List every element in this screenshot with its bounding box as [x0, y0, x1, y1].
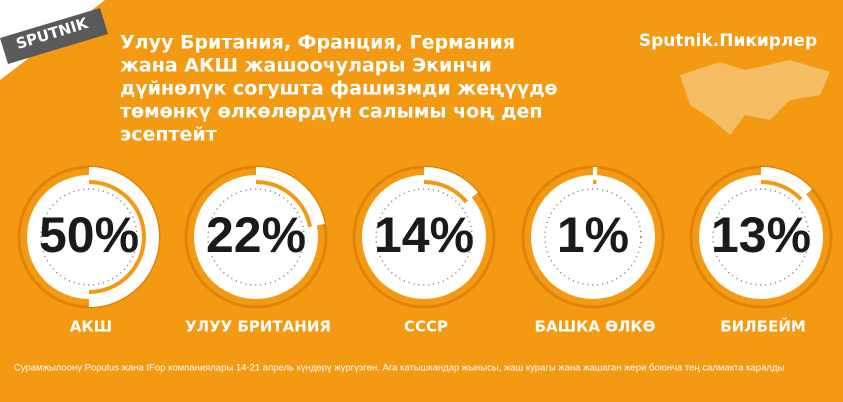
gauge-arc: [255, 167, 325, 226]
category-label: АКШ: [70, 318, 112, 336]
world-map: [680, 60, 830, 135]
gauge-dotted: [712, 188, 810, 286]
title-line: жана АКШ жашоочулары Экинчи: [120, 55, 492, 77]
category-label: УЛУУ БРИТАНИЯ: [185, 318, 331, 336]
gauge-inner-arc: [760, 180, 803, 201]
gauge-disk: [699, 175, 823, 299]
value-label: 13%: [711, 207, 811, 263]
value-label: 50%: [39, 207, 139, 263]
gauge-dotted: [207, 188, 305, 286]
gauge-disk: [531, 175, 655, 299]
gauge-dotted: [40, 188, 138, 286]
value-label: 14%: [374, 207, 474, 263]
logo: SPUTNIK: [0, 0, 108, 80]
title-line: дүйнөлүк согушта фашизмди жеңүүдө: [120, 78, 558, 100]
gauge-dotted: [375, 188, 473, 286]
brand: Sputnik.Пикирлер: [639, 31, 817, 51]
category-label: СССР: [404, 318, 448, 336]
gauge-inner-arc: [88, 180, 146, 294]
title-line: төмөнкү өлкөлөрдүн салымы чоң деп: [120, 101, 543, 123]
gauge-disk: [194, 175, 318, 299]
category-label: БАШКА ӨЛКӨ: [535, 318, 656, 336]
gauge-inner-arc: [423, 180, 468, 204]
category-label: БИЛБЕЙМ: [720, 317, 806, 336]
title-line: Улуу Британия, Франция, Германия: [120, 32, 515, 54]
logo-banner: [0, 8, 108, 64]
value-label: 22%: [206, 207, 306, 263]
gauge-arc: [760, 167, 813, 195]
gauge-arc: [423, 167, 478, 198]
gauge-disk: [362, 175, 486, 299]
value-label: 1%: [557, 207, 629, 263]
gauge-disk: [27, 175, 151, 299]
map-shape: [680, 60, 830, 135]
footnote: Сурамжылоону Populus жана IFop компаниял…: [14, 363, 784, 374]
gauge-inner-arc: [255, 180, 312, 228]
gauge-outer-ring: [17, 165, 161, 309]
gauge-dotted: [544, 188, 642, 286]
title-line: эсептейт: [120, 124, 217, 146]
gauge-arc: [88, 167, 159, 307]
